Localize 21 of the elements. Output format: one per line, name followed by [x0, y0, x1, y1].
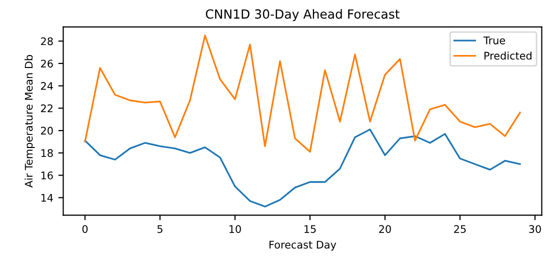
- y-tick-label: 16: [41, 172, 53, 180]
- chart-title: CNN1D 30-Day Ahead Forecast: [206, 9, 400, 22]
- x-tick-label: 5: [157, 225, 162, 233]
- line-series: [84, 128, 521, 208]
- y-tick-label: 26: [41, 60, 53, 68]
- y-tick-label: 14: [41, 194, 53, 202]
- y-tick-label: 24: [41, 82, 53, 90]
- y-tick-label: 28: [41, 37, 53, 46]
- x-tick-label: 0: [82, 225, 88, 233]
- x-tick-label: 10: [230, 225, 241, 233]
- x-tick-label: 30: [529, 225, 541, 233]
- y-axis-title: Air Temperature Mean Db: [24, 55, 35, 188]
- x-axis-title: Forecast Day: [270, 240, 336, 251]
- legend-label: True: [483, 36, 506, 44]
- y-tick-label: 18: [41, 149, 53, 158]
- legend-label: Predicted: [484, 52, 532, 60]
- y-tick-label: 20: [41, 126, 53, 135]
- x-tick-label: 20: [379, 225, 391, 233]
- x-tick-label: 15: [304, 225, 316, 233]
- y-tick-label: 22: [41, 104, 52, 112]
- x-tick-label: 25: [454, 225, 466, 233]
